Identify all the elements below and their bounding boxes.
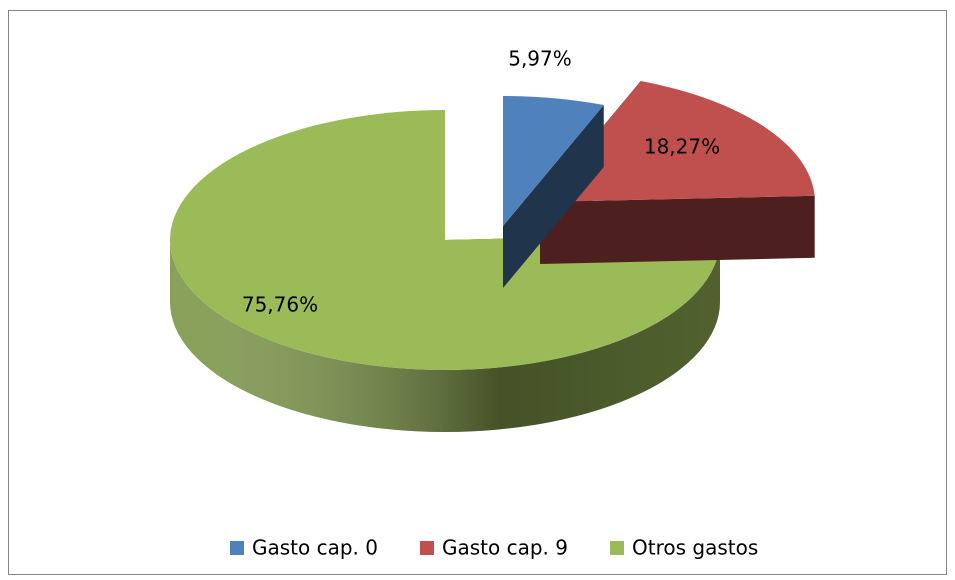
slice-side-shade [170,240,720,432]
slice-side [503,105,604,288]
data-label: 5,97% [508,47,572,71]
pie: 5,97% 18,27% 75,76% [170,47,815,432]
slice-side [540,195,815,264]
legend-swatch [420,541,434,555]
pie-slice [540,81,815,202]
data-label: 75,76% [242,293,318,317]
legend-label: Gasto cap. 0 [252,536,378,560]
legend-swatch [230,541,244,555]
legend-label: Gasto cap. 9 [442,536,568,560]
legend-label: Otros gastos [632,536,758,560]
pie-slice [170,110,721,370]
pie-slice [503,96,604,226]
legend-swatch [610,541,624,555]
data-label: 18,27% [644,135,720,159]
legend: Gasto cap. 0 Gasto cap. 9 Otros gastos [230,536,758,560]
